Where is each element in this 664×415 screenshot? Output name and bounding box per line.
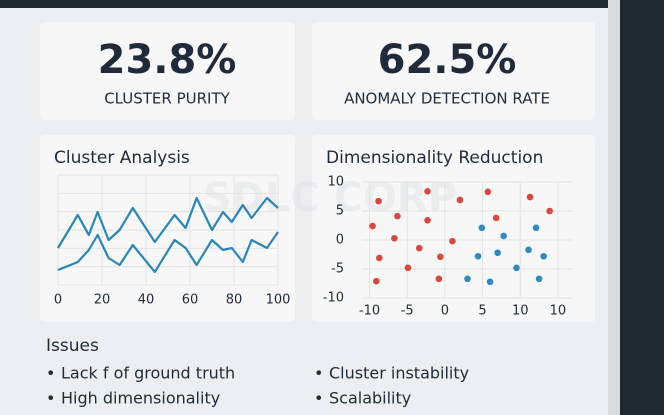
chart-title: Cluster Analysis — [54, 148, 190, 168]
scatter-point — [540, 252, 547, 260]
kpi-card — [40, 22, 295, 120]
scatter-point — [394, 212, 401, 220]
scatter-point — [513, 264, 520, 272]
scatter-point — [376, 254, 383, 262]
scatter-point — [535, 275, 543, 283]
scatter-point — [375, 197, 382, 205]
chart-title: Dimensionality Reduction — [326, 148, 543, 168]
scatter-point — [532, 224, 540, 232]
issues-list: • Lack f of ground truth • Cluster insta… — [46, 364, 469, 408]
issue: Scalability — [329, 389, 411, 408]
x-tick-label: 0 — [54, 293, 62, 308]
kpi-card — [312, 22, 595, 120]
scatter-point — [424, 187, 431, 195]
y-tick-label: -5 — [331, 262, 344, 277]
scatter-point — [500, 232, 507, 240]
bullet: • — [314, 364, 323, 383]
line-series — [57, 231, 279, 274]
scatter-point — [526, 193, 534, 201]
x-tick-label: 60 — [182, 293, 199, 308]
x-tick-label: 20 — [94, 293, 111, 308]
scatter-point — [486, 278, 494, 286]
scatter-point — [484, 188, 492, 196]
issue: Cluster instability — [329, 364, 469, 383]
kpi-label: CLUSTER PURITY — [104, 90, 230, 108]
line-series — [57, 196, 279, 249]
x-tick-label: 5 — [478, 304, 486, 319]
bullet: • — [314, 389, 323, 408]
kpi-label: ANOMALY DETECTION RATE — [344, 90, 550, 108]
scatter-point — [525, 246, 532, 254]
scatter-point — [494, 249, 501, 257]
bullet: • — [46, 364, 55, 383]
issue: Lack f of ground truth — [61, 364, 235, 383]
x-tick-label: 40 — [138, 293, 155, 308]
scatter-point — [404, 264, 412, 272]
scatter-point — [415, 244, 423, 252]
issue: High dimensionality — [61, 389, 220, 408]
panel-edge — [608, 0, 620, 415]
x-tick-label: 0 — [441, 304, 449, 319]
y-tick-label: 10 — [327, 175, 344, 190]
scatter-point — [492, 214, 500, 222]
x-tick-label: 100 — [266, 293, 291, 308]
scatter-point — [435, 275, 443, 283]
scatter-point — [373, 277, 380, 285]
scatter-point — [424, 216, 431, 224]
x-tick-label: -5 — [401, 304, 414, 319]
scatter-point — [474, 252, 482, 260]
issues-title: Issues — [46, 336, 99, 356]
scatter-point — [456, 196, 464, 204]
scatter-point — [464, 275, 471, 283]
scatter-point — [449, 237, 456, 245]
scatter-point — [391, 234, 398, 242]
y-tick-label: 0 — [336, 233, 344, 248]
x-tick-label: -10 — [359, 304, 380, 319]
x-tick-label: 10 — [512, 304, 529, 319]
scatter-point — [369, 222, 376, 230]
y-tick-label: -10 — [323, 291, 344, 306]
bullet: • — [46, 389, 55, 408]
scatter-point — [437, 253, 444, 261]
watermark: SDLC CORP — [203, 175, 457, 221]
x-tick-label: 10 — [550, 304, 567, 319]
scatter-point — [546, 207, 553, 215]
x-tick-label: 80 — [226, 293, 243, 308]
scatter-point — [478, 224, 486, 232]
kpi-value: 62.5% — [378, 37, 517, 83]
chart-card — [40, 135, 295, 322]
kpi-value: 23.8% — [98, 37, 237, 83]
y-tick-label: 5 — [336, 204, 344, 219]
